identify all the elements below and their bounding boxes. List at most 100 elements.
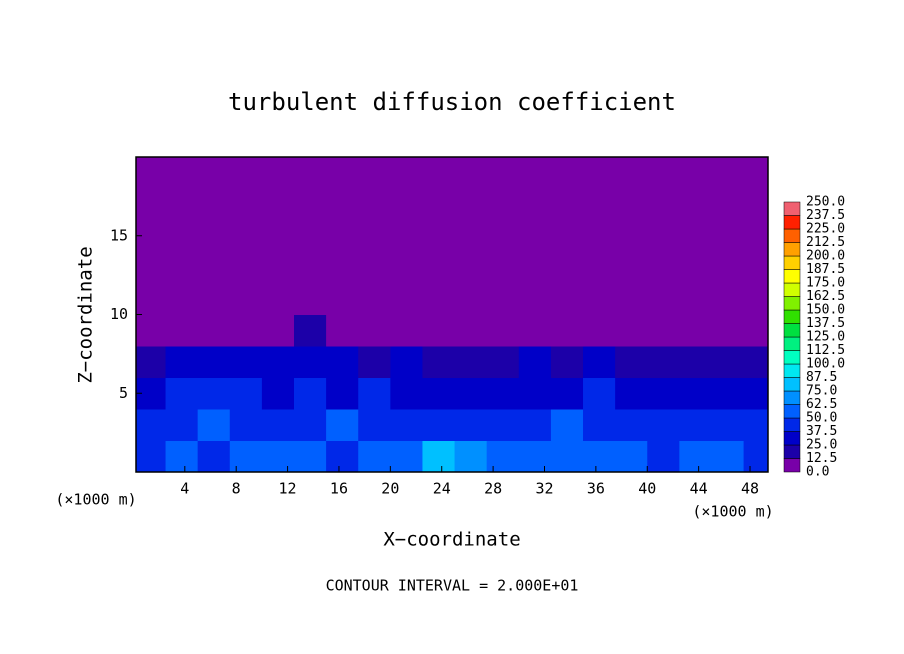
heat-cell xyxy=(294,157,327,189)
x-unit-label: (×1000 m) xyxy=(55,491,136,509)
heat-cell xyxy=(165,409,199,441)
heat-cell xyxy=(422,377,456,410)
colorbar-label: 75.0 xyxy=(806,384,837,399)
x-tick-label: 44 xyxy=(690,480,708,498)
heat-cell xyxy=(583,251,616,284)
heat-cell xyxy=(454,440,488,473)
colorbar-label: 62.5 xyxy=(806,397,837,412)
heat-cell xyxy=(390,377,423,410)
heat-cell xyxy=(326,440,359,473)
heat-cell xyxy=(679,377,712,410)
heat-cell xyxy=(647,251,680,284)
heat-cell xyxy=(647,157,680,189)
heat-cell xyxy=(550,377,584,410)
heat-cell xyxy=(326,346,359,378)
heat-cell xyxy=(550,251,584,284)
heat-cell xyxy=(679,220,712,252)
heat-cell xyxy=(326,188,359,221)
y-tick-label: 5 xyxy=(119,384,128,402)
heat-cell xyxy=(518,188,552,221)
heat-cell xyxy=(518,377,552,410)
heat-cell xyxy=(294,251,327,284)
heat-cell xyxy=(261,157,295,189)
colorbar-label: 50.0 xyxy=(806,411,837,426)
colorbar-swatch xyxy=(783,323,801,338)
heat-cell xyxy=(294,188,327,221)
heat-cell xyxy=(647,440,680,473)
heat-cell xyxy=(294,283,327,315)
heat-cell xyxy=(229,283,263,315)
heat-cell xyxy=(486,440,520,473)
heat-cell xyxy=(679,188,712,221)
heat-cell xyxy=(583,377,616,410)
heat-cell xyxy=(294,377,327,410)
heat-cell xyxy=(486,220,520,252)
heat-cell xyxy=(583,346,616,378)
heat-cell xyxy=(647,409,680,441)
heat-cell xyxy=(711,220,745,252)
colorbar-swatch xyxy=(783,215,801,230)
heat-cell xyxy=(454,251,488,284)
x-tick-label: 20 xyxy=(381,480,399,498)
heat-cell xyxy=(550,440,584,473)
heat-cell xyxy=(326,220,359,252)
heat-cell xyxy=(197,251,231,284)
heat-cell xyxy=(615,314,648,347)
heat-cell xyxy=(486,283,520,315)
heat-cell xyxy=(518,440,552,473)
colorbar-label: 25.0 xyxy=(806,438,837,453)
colorbar-swatch xyxy=(783,336,801,351)
heat-cell xyxy=(326,314,359,347)
colorbar-swatch xyxy=(783,363,801,378)
colorbar-label: 175.0 xyxy=(806,276,845,291)
heat-cell xyxy=(518,283,552,315)
colorbar-label: 125.0 xyxy=(806,330,845,345)
heat-cell xyxy=(390,440,423,473)
heat-cell xyxy=(197,440,231,473)
heat-cell xyxy=(422,283,456,315)
heat-cell xyxy=(165,188,199,221)
heat-cell xyxy=(518,346,552,378)
heat-cell xyxy=(229,346,263,378)
heat-cell xyxy=(165,251,199,284)
heat-cell xyxy=(165,283,199,315)
heat-cell xyxy=(197,377,231,410)
heat-cell xyxy=(294,409,327,441)
heat-cell xyxy=(711,157,745,189)
heat-cell xyxy=(615,188,648,221)
heat-cell xyxy=(615,157,648,189)
colorbar-swatch xyxy=(783,404,801,419)
colorbar-swatch xyxy=(783,444,801,459)
heat-cell xyxy=(743,346,769,378)
heat-cell xyxy=(229,157,263,189)
heat-cell xyxy=(679,314,712,347)
colorbar-swatch xyxy=(783,228,801,243)
x-axis-label: X−coordinate xyxy=(383,529,520,551)
heat-cell xyxy=(486,188,520,221)
heat-cell xyxy=(583,409,616,441)
heat-cell xyxy=(165,314,199,347)
y-axis-label: Z−coordinate xyxy=(75,246,97,383)
heat-cell xyxy=(136,188,167,221)
colorbar-label: 87.5 xyxy=(806,370,837,385)
heat-cell xyxy=(229,220,263,252)
heat-cell xyxy=(583,157,616,189)
colorbar-swatch xyxy=(783,417,801,432)
heat-cell xyxy=(136,440,167,473)
heat-cell xyxy=(422,157,456,189)
heat-cell xyxy=(583,440,616,473)
heat-cell xyxy=(197,346,231,378)
x-tick-label: 24 xyxy=(433,480,451,498)
heat-cell xyxy=(136,157,167,189)
heat-cell xyxy=(261,314,295,347)
x-tick-label: 8 xyxy=(232,480,241,498)
heat-cell xyxy=(679,283,712,315)
heat-cell xyxy=(454,314,488,347)
heat-cell xyxy=(294,314,327,347)
heat-cell xyxy=(261,251,295,284)
heat-cell xyxy=(550,314,584,347)
heat-cell xyxy=(165,220,199,252)
heat-cell xyxy=(486,409,520,441)
heat-cell xyxy=(136,251,167,284)
heat-cell xyxy=(390,409,423,441)
